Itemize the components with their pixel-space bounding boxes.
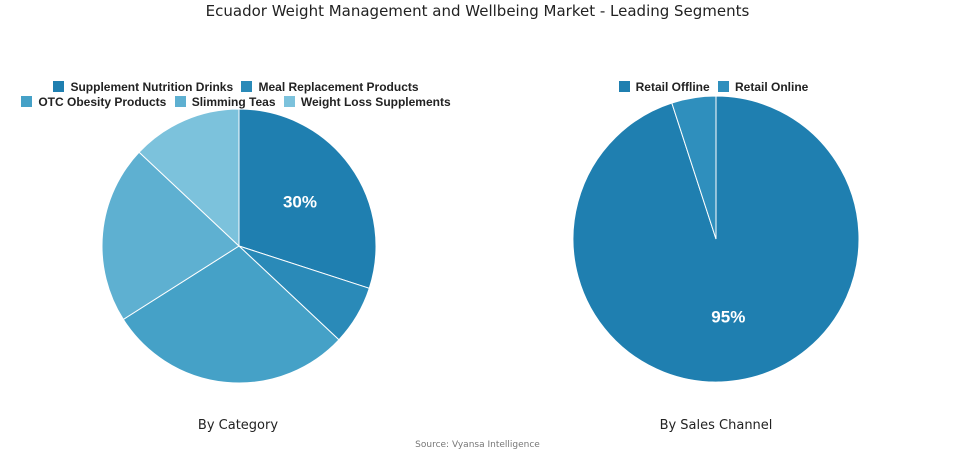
- sales-channel-legend-row: Retail Offline Retail Online: [477, 80, 955, 95]
- pie-data-label: 95%: [711, 308, 745, 327]
- legend-item-otc-obesity-products: OTC Obesity Products: [21, 95, 166, 110]
- legend-swatch: [283, 96, 295, 107]
- legend-item-retail-offline: Retail Offline: [618, 80, 710, 95]
- pie-slice-retail-online: [671, 95, 717, 240]
- category-pie-subtitle: By Category: [197, 418, 279, 433]
- pie-slice-weight-loss-supplements: [138, 108, 240, 248]
- pie-slice-supplement-nutrition-drinks: [238, 108, 377, 289]
- pie-data-label: 30%: [283, 193, 317, 212]
- legend-item-slimming-teas: Slimming Teas: [174, 95, 276, 110]
- legend-item-weight-loss-supplements: Weight Loss Supplements: [283, 95, 451, 110]
- legend-swatch: [241, 81, 253, 92]
- category-legend-row-2: OTC Obesity Products Slimming Teas Weigh…: [0, 95, 477, 110]
- legend-item-meal-replacement-products: Meal Replacement Products: [241, 80, 419, 95]
- legend-label: Meal Replacement Products: [258, 80, 419, 94]
- source-note: Source: Vyansa Intelligence: [415, 440, 540, 450]
- category-pie: 30%: [101, 108, 377, 384]
- legend-label: OTC Obesity Products: [38, 95, 167, 109]
- pie-slice-slimming-teas: [101, 151, 240, 321]
- category-legend: Supplement Nutrition Drinks Meal Replace…: [0, 80, 477, 110]
- legend-swatch: [21, 96, 33, 107]
- legend-label: Weight Loss Supplements: [300, 95, 451, 109]
- pie-slice-otc-obesity-products: [122, 245, 340, 384]
- legend-label: Retail Online: [735, 80, 809, 94]
- legend-swatch: [174, 96, 186, 107]
- legend-item-retail-online: Retail Online: [718, 80, 808, 95]
- legend-label: Supplement Nutrition Drinks: [70, 80, 234, 94]
- legend-item-supplement-nutrition-drinks: Supplement Nutrition Drinks: [53, 80, 233, 95]
- legend-swatch: [53, 81, 65, 92]
- legend-label: Retail Offline: [635, 80, 710, 94]
- sales-channel-pie: 95%: [572, 95, 860, 383]
- legend-label: Slimming Teas: [191, 95, 276, 109]
- sales-channel-pie-subtitle: By Sales Channel: [659, 418, 773, 433]
- legend-swatch: [718, 81, 729, 92]
- legend-swatch: [618, 81, 630, 92]
- chart-title: Ecuador Weight Management and Wellbeing …: [205, 2, 750, 20]
- sales-channel-legend: Retail Offline Retail Online: [477, 80, 955, 95]
- category-legend-row-1: Supplement Nutrition Drinks Meal Replace…: [0, 80, 477, 95]
